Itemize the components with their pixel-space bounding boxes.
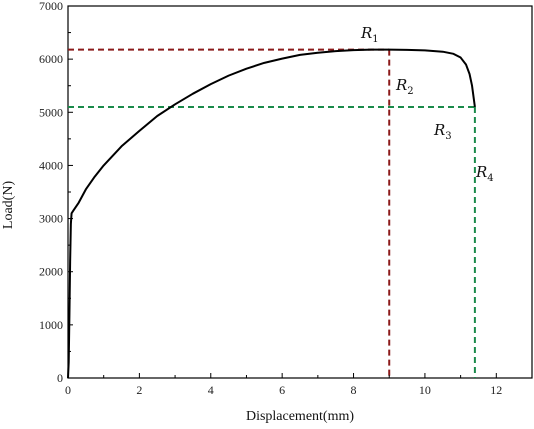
x-tick-label: 6 [279,383,285,397]
annotation-r3: R3 [433,121,452,142]
load-displacement-curve-1 [67,48,476,379]
annotation-r2: R2 [395,76,414,97]
y-tick-label: 2000 [39,265,63,279]
annotation-base: R [475,163,487,181]
annotation-base: R [395,76,407,94]
annotation-subscript: 4 [487,173,493,184]
y-tick-label: 5000 [39,105,63,119]
annotation-r1: R1 [360,24,379,45]
plot-area [67,5,533,379]
y-tick-label: 3000 [39,212,63,226]
x-tick-label: 10 [419,383,431,397]
x-tick-label: 2 [136,383,142,397]
annotation-subscript: 3 [445,131,451,142]
x-tick-label: 0 [65,383,71,397]
y-tick-label: 0 [57,371,63,385]
annotation-base: R [360,24,372,42]
y-axis-title: Load(N) [1,181,16,230]
annotation-subscript: 1 [372,34,378,45]
x-axis-title: Displacement(mm) [246,409,354,424]
y-tick-label: 1000 [39,318,63,332]
x-tick-label: 12 [490,383,502,397]
annotation-subscript: 2 [407,86,413,97]
plot-frame [67,5,533,379]
reference-lines [68,48,476,378]
x-tick-label: 4 [208,383,214,397]
annotation-base: R [433,121,445,139]
annotation-r4: R4 [475,163,494,184]
curve-layer [67,48,476,379]
x-tick-label: 8 [351,383,357,397]
y-tick-label: 7000 [39,0,63,13]
y-tick-label: 6000 [39,52,63,66]
y-tick-label: 4000 [39,158,63,172]
